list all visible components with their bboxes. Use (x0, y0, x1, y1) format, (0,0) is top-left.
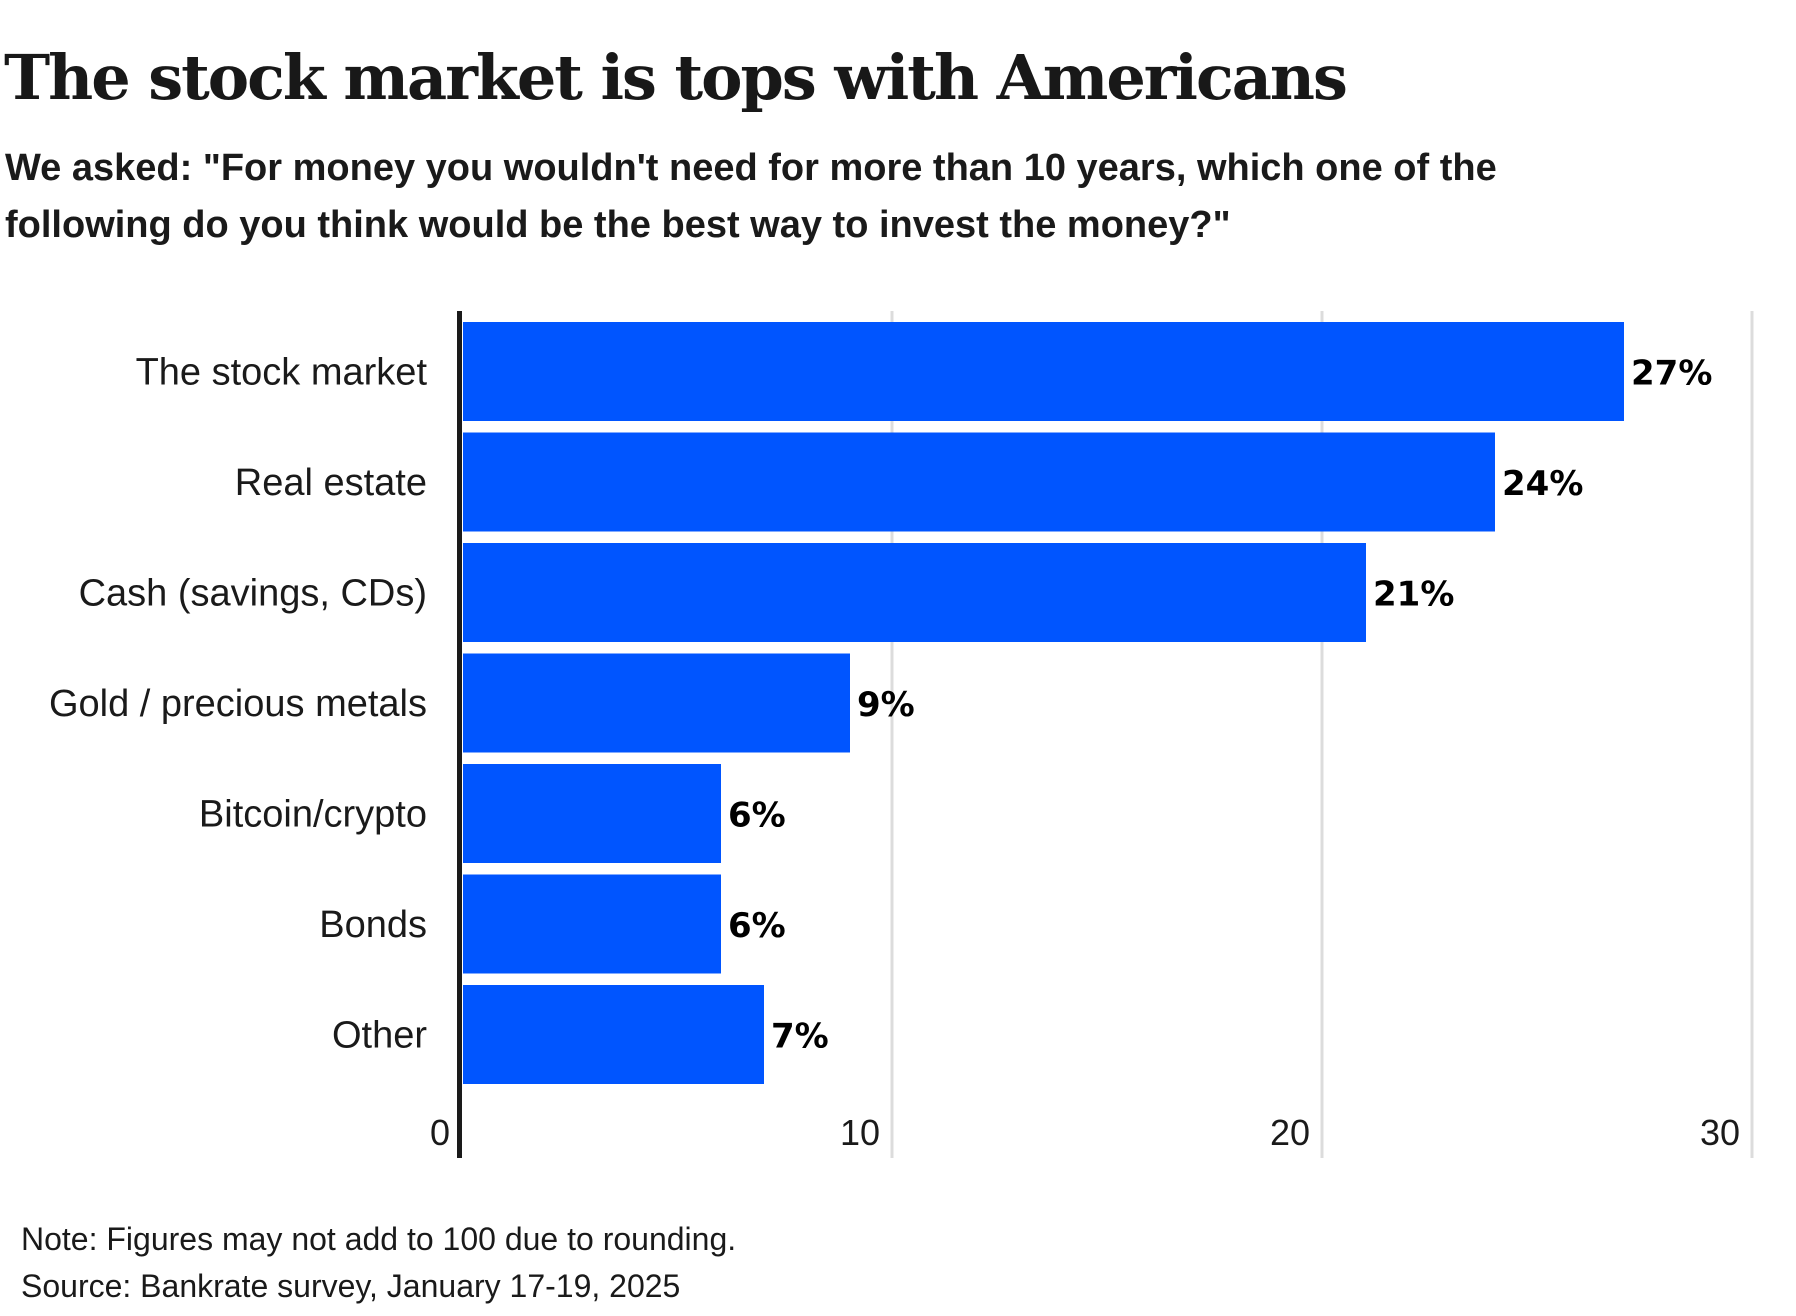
gridline-30 (1750, 311, 1754, 1158)
source-text: Source: Bankrate survey, January 17-19, … (21, 1268, 681, 1304)
category-label: Real estate (235, 462, 427, 504)
subtitle-line-1: We asked: "For money you wouldn't need f… (5, 147, 1497, 189)
bars (463, 322, 1624, 1084)
x-tick-label-20: 20 (1270, 1112, 1310, 1153)
chart-subtitle: We asked: "For money you wouldn't need f… (5, 140, 1705, 254)
value-label: 21% (1373, 575, 1454, 615)
gridlines (890, 311, 1754, 1158)
chart-title: The stock market is tops with Americans (4, 41, 1348, 114)
category-label: The stock market (136, 352, 428, 394)
bar (463, 985, 764, 1084)
x-tick-label-30: 30 (1700, 1112, 1740, 1153)
bar (463, 653, 850, 753)
bar (463, 764, 721, 863)
value-label: 24% (1502, 464, 1583, 504)
category-label: Bonds (319, 904, 427, 946)
bar (463, 432, 1495, 532)
x-tick-label-0: 0 (430, 1112, 450, 1153)
bar (463, 874, 721, 974)
y-axis-line (457, 311, 462, 1158)
footer-notes: Note: Figures may not add to 100 due to … (21, 1216, 736, 1310)
value-label: 7% (771, 1017, 829, 1057)
gridline-10 (890, 311, 894, 1158)
bar (463, 543, 1366, 642)
value-label: 6% (728, 796, 786, 836)
category-label: Gold / precious metals (49, 683, 427, 725)
value-label: 6% (728, 906, 786, 946)
subtitle-line-2: following do you think would be the best… (5, 204, 1231, 246)
bar (463, 322, 1624, 421)
x-tick-labels: 0 10 20 30 (430, 1112, 1740, 1153)
value-labels: 27% 24% 21% 9% 6% 6% 7% (728, 354, 1712, 1057)
x-tick-label-10: 10 (840, 1112, 880, 1153)
category-label: Bitcoin/crypto (199, 794, 427, 836)
value-label: 27% (1631, 354, 1712, 394)
note-text: Note: Figures may not add to 100 due to … (21, 1221, 737, 1257)
category-label: Other (332, 1015, 427, 1057)
category-label: Cash (savings, CDs) (79, 573, 427, 615)
category-labels: The stock market Real estate Cash (savings… (49, 352, 428, 1057)
value-label: 9% (857, 685, 915, 725)
gridline-20 (1320, 311, 1324, 1158)
